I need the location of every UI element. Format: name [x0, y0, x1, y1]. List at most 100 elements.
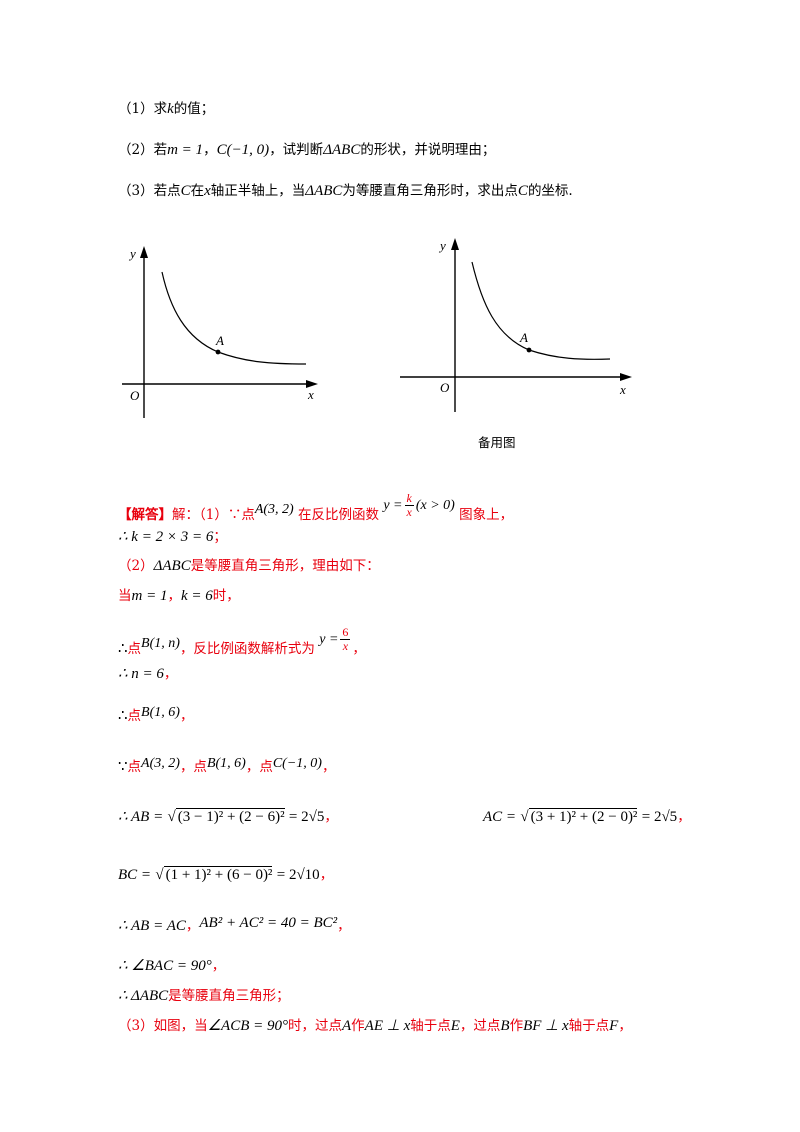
q3-text-3: 为等腰直角三角形时，求出点 — [342, 183, 518, 199]
solution-line-7: ∴点B(1, 6)， — [118, 705, 194, 726]
solution-line-12: ∴ ∠BAC = 90°， — [118, 957, 225, 975]
sol-l8-text-3: ，点 — [245, 759, 273, 775]
y-axis-arrow — [451, 238, 459, 250]
sol-l1-text-2: 在反比例函数 — [298, 507, 380, 523]
solution-line-9: ∴ AB = √ (3 − 1)² + (2 − 6)² = 2√5， — [118, 808, 338, 826]
solution-line-5: ∴点B(1, n)，反比例函数解析式为 y = 6 x， — [118, 626, 366, 663]
sol-l5-den: x — [342, 639, 349, 653]
sol-l4-text-2: 时， — [212, 588, 240, 604]
x-axis-label: x — [619, 382, 626, 397]
y-axis-arrow — [140, 246, 148, 258]
sol-l14-text-3: 作 — [351, 1018, 365, 1034]
origin-label: O — [440, 380, 450, 395]
sol-l5-point-b: B(1, n) — [141, 636, 180, 651]
sol-l5-function: y = 6 x — [319, 626, 352, 653]
solution-line-9b: AC = √ (3 + 1)² + (2 − 0)² = 2√5， — [483, 808, 691, 826]
sol-l8-text: 点 — [127, 759, 142, 775]
sol-l1-text-3: 图象上， — [459, 507, 514, 523]
sol-l8-end: ， — [321, 759, 336, 775]
sol-l5-y: y = — [319, 632, 339, 647]
y-axis-label: y — [128, 246, 136, 261]
solution-line-1: 【解答】解：（1）∵点A(3, 2) 在反比例函数 y = k x (x > 0) 图… — [118, 492, 514, 529]
sol-l3-triangle: ΔABC — [153, 558, 191, 574]
x-axis-arrow — [306, 380, 318, 388]
sol-l1-func-y: y = — [383, 498, 403, 513]
sol-l8-point-b: B(1, 6) — [206, 756, 246, 771]
sol-l5-end: ， — [352, 641, 366, 657]
question-1: （1）求k的值； — [118, 100, 214, 118]
q2-point-c: C(−1, 0) — [216, 142, 270, 158]
sol-l14-text-4: 轴于点 — [410, 1018, 451, 1034]
solution-line-4: 当m = 1，k = 6时， — [118, 587, 240, 605]
q2-text: （2）若 — [118, 142, 168, 158]
sol-l14-end: ， — [618, 1018, 632, 1034]
q2-m: m = 1 — [167, 142, 204, 158]
point-a — [215, 349, 221, 355]
q1-text: （1）求 — [118, 101, 168, 117]
solution-line-11: ∴ AB = AC，AB² + AC² = 40 = BC²， — [118, 915, 351, 935]
sol-l9b-rhs: = 2√5 — [641, 809, 678, 825]
hyperbola-curve — [471, 261, 611, 360]
point-a — [526, 347, 532, 353]
sol-l14-e: E — [450, 1018, 460, 1034]
q2-triangle: ΔABC — [323, 142, 361, 158]
sol-l9b-lhs: AC = — [483, 809, 517, 825]
sol-l9-radicand: (3 − 1)² + (2 − 6)² — [175, 808, 285, 825]
sol-l3-text: （2） — [118, 558, 154, 574]
sol-l10-radicand: (1 + 1)² + (6 − 0)² — [163, 866, 273, 883]
origin-label: O — [130, 388, 140, 403]
q3-c2: C — [517, 183, 528, 199]
sol-l7-text: 点 — [127, 708, 142, 724]
sol-l12-math: ∴ ∠BAC = 90° — [118, 958, 212, 974]
sol-l14-text: （3）如图，当 — [118, 1018, 208, 1034]
sol-l7-point-b: B(1, 6) — [141, 705, 180, 720]
q3-text-2: 轴正半轴上，当 — [210, 183, 306, 199]
sol-l7-therefore: ∴ — [118, 708, 128, 724]
sol-l1-point-a: A(3, 2) — [254, 502, 294, 517]
sol-l8-because: ∵ — [118, 759, 128, 775]
sol-l11-comma: ， — [185, 918, 200, 934]
figure-caption: 备用图 — [478, 435, 516, 450]
solution-line-10: BC = √ (1 + 1)² + (6 − 0)² = 2√10， — [118, 866, 333, 884]
sol-l7-end: ， — [179, 708, 194, 724]
sol-l6-end: ， — [163, 666, 178, 682]
sol-l1-num: k — [404, 491, 414, 506]
sol-l1-function: y = k x (x > 0) — [383, 492, 459, 519]
q2-text-mid: ，试判断 — [269, 142, 324, 158]
sol-l8-point-a: A(3, 2) — [141, 756, 180, 771]
sol-l9b-radicand: (3 + 1)² + (2 − 0)² — [528, 808, 638, 825]
sol-l2-end: ； — [213, 529, 227, 545]
sol-l8-point-c: C(−1, 0) — [272, 756, 322, 771]
sol-l1-den: x — [406, 505, 412, 519]
sqrt-icon: √ — [520, 809, 529, 825]
solution-line-14: （3）如图，当∠ACB = 90°时，过点A作AE ⊥ x轴于点E，过点B作BF… — [118, 1017, 632, 1035]
solution-line-6: ∴ n = 6， — [118, 665, 177, 683]
sol-l6-math: ∴ n = 6 — [118, 666, 164, 682]
solution-line-8: ∵点A(3, 2)，点B(1, 6)，点C(−1, 0)， — [118, 756, 336, 777]
sol-l11-a: ∴ AB = AC — [118, 918, 186, 934]
sol-l14-angle: ∠ACB = 90° — [207, 1018, 288, 1034]
solution-line-3: （2）ΔABC是等腰直角三角形，理由如下： — [118, 557, 380, 575]
sol-l5-text: 点 — [127, 641, 142, 657]
y-axis-label: y — [438, 238, 446, 253]
sol-l13-text: 是等腰直角三角形； — [168, 988, 290, 1004]
sol-l11-b: AB² + AC² = 40 = BC² — [199, 915, 338, 931]
hyperbola-curve — [161, 271, 307, 365]
sol-l2-math: ∴ k = 2 × 3 = 6 — [118, 529, 214, 545]
q3-text: （3）若点 — [118, 183, 181, 199]
figure-left: A y x O — [122, 246, 318, 418]
figure-right: A y x O — [400, 238, 632, 412]
question-2: （2）若m = 1，C(−1, 0)，试判断ΔABC的形状，并说明理由； — [118, 141, 495, 159]
sol-l5-therefore: ∴ — [118, 641, 128, 657]
q1-var: k — [167, 101, 174, 117]
solution-line-13: ∴ ΔABC是等腰直角三角形； — [118, 987, 290, 1005]
sqrt-icon: √ — [167, 809, 176, 825]
x-axis-label: x — [307, 387, 314, 402]
x-axis-arrow — [620, 373, 632, 381]
sol-l5-num: 6 — [340, 625, 351, 640]
q3-x: x — [204, 183, 211, 199]
sol-l8-text-2: ，点 — [179, 759, 207, 775]
sol-l4-m: m = 1 — [131, 588, 168, 604]
